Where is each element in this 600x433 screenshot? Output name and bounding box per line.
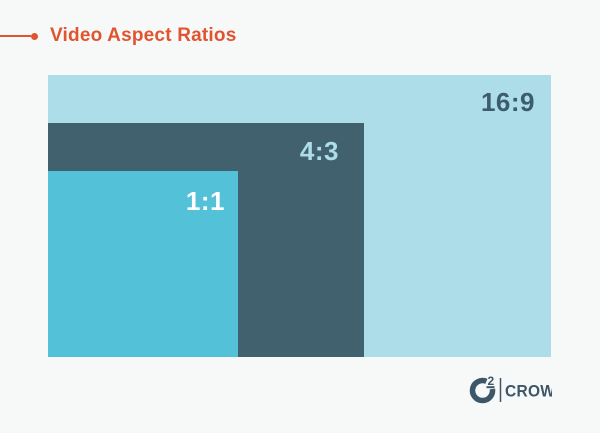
logo-wordmark: CROWD <box>505 383 552 400</box>
logo-exponent: 2 <box>488 374 495 388</box>
aspect-label-16x9: 16:9 <box>480 87 535 117</box>
g2crowd-logo-graphic: 2 CROWD <box>469 374 566 404</box>
aspect-rect-1x1: 1:1 <box>48 171 238 357</box>
g2crowd-logo: 2 CROWD <box>468 372 566 408</box>
page-title: Video Aspect Ratios <box>50 25 237 46</box>
title-accent-dot <box>31 32 38 40</box>
aspect-label-4x3: 4:3 <box>299 136 339 166</box>
title-accent-line <box>0 35 31 37</box>
aspect-label-1x1: 1:1 <box>185 186 225 216</box>
logo-g-ring <box>469 377 496 404</box>
